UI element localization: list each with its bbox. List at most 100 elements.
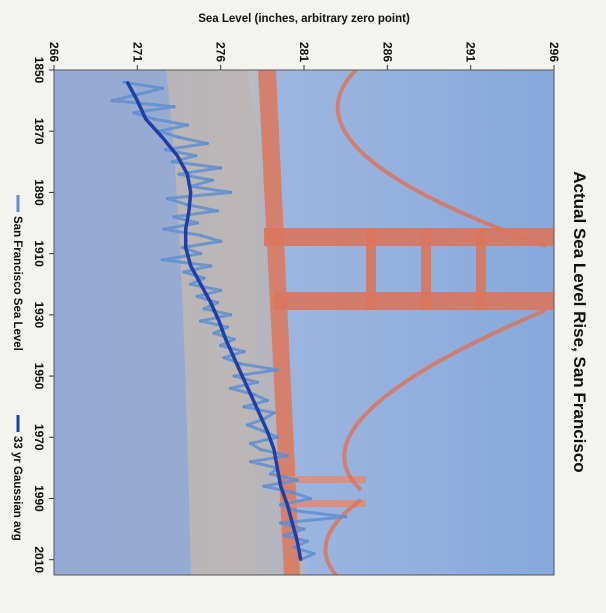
data-point-sea-level (222, 356, 226, 360)
data-point-sea-level (252, 392, 256, 397)
y-tick-label: 266 (47, 42, 61, 62)
data-point-gaussian-avg (286, 503, 289, 506)
x-tick-label: 2010 (32, 546, 46, 573)
data-point-sea-level (275, 368, 279, 372)
data-point-gaussian-avg (232, 356, 236, 359)
photo-bridge-tower-beam (421, 228, 431, 310)
data-point-gaussian-avg (279, 485, 282, 488)
data-point-sea-level (309, 496, 313, 501)
y-axis-ticks: 266 271 276 281 286 291 296 (47, 42, 561, 70)
data-point-gaussian-avg (299, 558, 302, 561)
x-tick-label: 1910 (32, 240, 46, 267)
data-point-sea-level (172, 215, 176, 219)
data-point-sea-level (295, 478, 299, 482)
y-tick-label: 281 (297, 42, 311, 62)
data-point-sea-level (185, 123, 189, 127)
data-point-sea-level (110, 99, 114, 103)
data-point-gaussian-avg (266, 429, 269, 433)
data-point-sea-level (195, 294, 199, 299)
x-tick-label: 1950 (32, 363, 46, 390)
y-tick-label: 276 (214, 42, 228, 62)
legend-label-gaussian-avg: 33 yr Gaussian avg (11, 436, 23, 541)
data-point-sea-level (239, 362, 243, 366)
data-point-gaussian-avg (176, 154, 179, 157)
data-point-sea-level (285, 454, 289, 458)
data-point-gaussian-avg (187, 209, 191, 212)
data-point-sea-level (209, 264, 213, 268)
data-point-sea-level (282, 533, 286, 537)
data-point-gaussian-avg (257, 411, 261, 414)
data-point-sea-level (269, 472, 273, 476)
data-point-sea-level (249, 441, 253, 445)
data-point-sea-level (229, 313, 233, 317)
data-point-gaussian-avg (189, 191, 192, 194)
data-point-sea-level (160, 86, 164, 90)
data-point-gaussian-avg (296, 540, 299, 543)
data-point-sea-level (290, 490, 294, 494)
data-point-sea-level (189, 282, 193, 286)
legend-label-sea-level: San Francisco Sea Level (11, 216, 23, 351)
data-point-sea-level (172, 105, 176, 109)
data-point-sea-level (275, 435, 279, 439)
data-point-gaussian-avg (209, 301, 212, 304)
data-point-gaussian-avg (249, 393, 252, 396)
data-point-sea-level (302, 527, 306, 531)
series-layer (110, 80, 348, 562)
data-point-gaussian-avg (184, 227, 187, 231)
data-point-sea-level (219, 239, 223, 243)
y-axis-label: Sea Level (inches, arbitrary zero point) (198, 13, 410, 25)
photo-bridge-tower (264, 228, 554, 246)
data-point-gaussian-avg (136, 99, 139, 102)
data-point-sea-level (219, 343, 223, 348)
data-point-sea-level (292, 545, 296, 550)
data-point-sea-level (232, 374, 236, 378)
x-axis-ticks: 1850 1870 1890 1910 1930 1950 1970 1990 2010 (32, 57, 54, 573)
data-point-sea-level (205, 141, 209, 146)
data-point-sea-level (165, 196, 169, 201)
data-point-sea-level (219, 288, 223, 292)
data-point-sea-level (195, 221, 199, 225)
photo-bridge-tower-beam (366, 228, 376, 310)
data-point-sea-level (249, 460, 253, 464)
photo-bridge-cable (323, 498, 363, 575)
y-tick-label: 291 (464, 42, 478, 62)
data-point-sea-level (225, 325, 229, 329)
data-point-sea-level (265, 398, 269, 403)
photo-bridge-tower (286, 476, 366, 483)
x-tick-label: 1970 (32, 424, 46, 451)
data-point-gaussian-avg (276, 466, 279, 470)
data-point-gaussian-avg (184, 246, 187, 249)
data-point-gaussian-avg (126, 81, 129, 84)
data-point-sea-level (199, 252, 203, 256)
data-point-sea-level (162, 227, 166, 231)
data-point-gaussian-avg (241, 374, 244, 378)
y-tick-label: 286 (380, 42, 394, 62)
data-point-sea-level (210, 178, 214, 182)
data-point-sea-level (344, 515, 348, 519)
data-point-sea-level (242, 349, 246, 354)
data-point-sea-level (132, 111, 136, 115)
data-point-sea-level (164, 147, 168, 152)
data-point-sea-level (177, 172, 181, 176)
data-point-sea-level (152, 117, 156, 121)
x-tick-label: 1990 (32, 485, 46, 512)
x-tick-label: 1850 (32, 57, 46, 84)
data-point-gaussian-avg (144, 117, 147, 121)
data-point-sea-level (262, 484, 266, 488)
data-point-sea-level (245, 423, 249, 427)
legend: San Francisco Sea Level 33 yr Gaussian a… (11, 195, 23, 541)
data-point-sea-level (182, 270, 186, 274)
data-point-sea-level (215, 301, 219, 305)
data-point-gaussian-avg (199, 283, 202, 286)
data-point-gaussian-avg (272, 448, 276, 451)
y-tick-label: 271 (130, 42, 144, 62)
data-point-sea-level (279, 503, 283, 507)
data-point-sea-level (135, 92, 139, 97)
data-point-sea-level (215, 209, 219, 213)
photo-bridge-tower (288, 500, 366, 507)
data-point-sea-level (122, 80, 126, 84)
data-point-sea-level (202, 276, 206, 280)
data-point-sea-level (312, 551, 316, 556)
data-point-gaussian-avg (224, 338, 227, 341)
